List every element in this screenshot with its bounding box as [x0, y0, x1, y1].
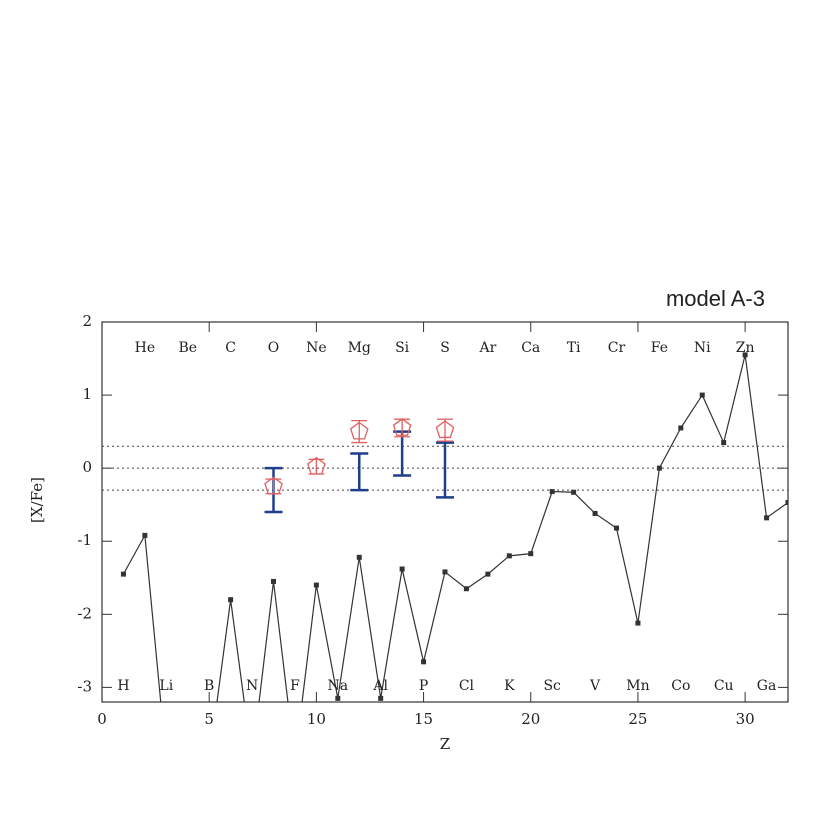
data-point: [463, 586, 469, 592]
data-point: [335, 695, 341, 701]
data-point: [313, 582, 319, 588]
data-point: [228, 597, 234, 603]
y-axis-label: [X/Fe]: [28, 477, 46, 523]
element-label: S: [440, 340, 450, 356]
data-point: [271, 578, 276, 584]
data-point: [528, 551, 534, 557]
element-label: Al: [372, 678, 388, 694]
y-tick-label: 0: [82, 458, 92, 476]
element-label: H: [117, 678, 129, 694]
element-label: Ti: [567, 340, 581, 356]
element-label: Na: [328, 678, 349, 694]
element-label: Ga: [757, 678, 777, 694]
y-tick-label: -1: [77, 531, 92, 549]
data-point: [442, 569, 448, 575]
element-label: N: [246, 678, 258, 694]
element-label: Mg: [348, 340, 371, 356]
data-point: [250, 758, 255, 763]
element-label: Cr: [608, 340, 626, 356]
data-point: [571, 489, 577, 495]
data-point: [592, 510, 598, 516]
element-label: Cu: [714, 678, 734, 694]
x-tick-label: 25: [628, 710, 647, 728]
data-point: [678, 425, 684, 431]
data-point: [142, 532, 148, 538]
element-label: Sc: [543, 678, 561, 694]
data-point: [785, 500, 788, 505]
data-point: [721, 440, 727, 446]
element-label: V: [589, 678, 601, 694]
element-label: He: [135, 340, 156, 356]
data-point: [614, 525, 619, 531]
element-label: Mn: [626, 678, 649, 694]
chart-title: model A-3: [666, 286, 765, 311]
data-line: [122, 354, 788, 702]
y-tick-label: 1: [82, 385, 92, 403]
element-label: Co: [671, 678, 690, 694]
x-tick-label: 15: [414, 710, 433, 728]
element-label: Si: [395, 340, 410, 356]
element-label: Ar: [478, 340, 496, 356]
plot-area: [120, 352, 788, 763]
data-point: [699, 392, 705, 398]
data-point: [506, 553, 512, 559]
data-point: [164, 758, 169, 763]
x-tick-label: 10: [307, 710, 326, 728]
x-tick-label: 5: [204, 710, 214, 728]
element-label: Fe: [651, 340, 668, 356]
data-point: [742, 352, 748, 358]
element-label: Ca: [521, 340, 540, 356]
data-point: [356, 554, 362, 560]
data-point: [120, 571, 126, 577]
x-axis-label: Z: [440, 735, 450, 753]
data-point: [549, 489, 555, 495]
data-point: [764, 515, 770, 521]
x-tick-label: 30: [736, 710, 755, 728]
element-label: Ne: [306, 340, 327, 356]
y-tick-label: -3: [77, 677, 92, 695]
data-point: [421, 659, 427, 665]
plot-frame: [101, 321, 789, 703]
element-label: Cl: [459, 678, 475, 694]
element-label: Ni: [694, 340, 711, 356]
data-point: [635, 620, 641, 626]
y-tick-label: -2: [77, 604, 92, 622]
data-point: [399, 566, 405, 572]
element-label: Be: [178, 340, 197, 356]
element-label: Li: [159, 678, 173, 694]
element-label: K: [504, 678, 515, 694]
x-tick-label: 0: [97, 710, 107, 728]
element-label: C: [225, 340, 236, 356]
element-label: B: [204, 678, 214, 694]
element-label: O: [268, 340, 279, 356]
element-label: F: [290, 678, 300, 694]
data-point: [656, 465, 662, 471]
data-point: [207, 758, 212, 763]
x-tick-label: 20: [521, 710, 540, 728]
y-tick-label: 2: [82, 312, 92, 330]
data-point: [485, 571, 491, 577]
data-point: [378, 695, 384, 701]
data-point: [292, 758, 297, 763]
data-point: [185, 758, 190, 763]
element-label: P: [419, 678, 428, 694]
element-label: Zn: [736, 340, 755, 356]
